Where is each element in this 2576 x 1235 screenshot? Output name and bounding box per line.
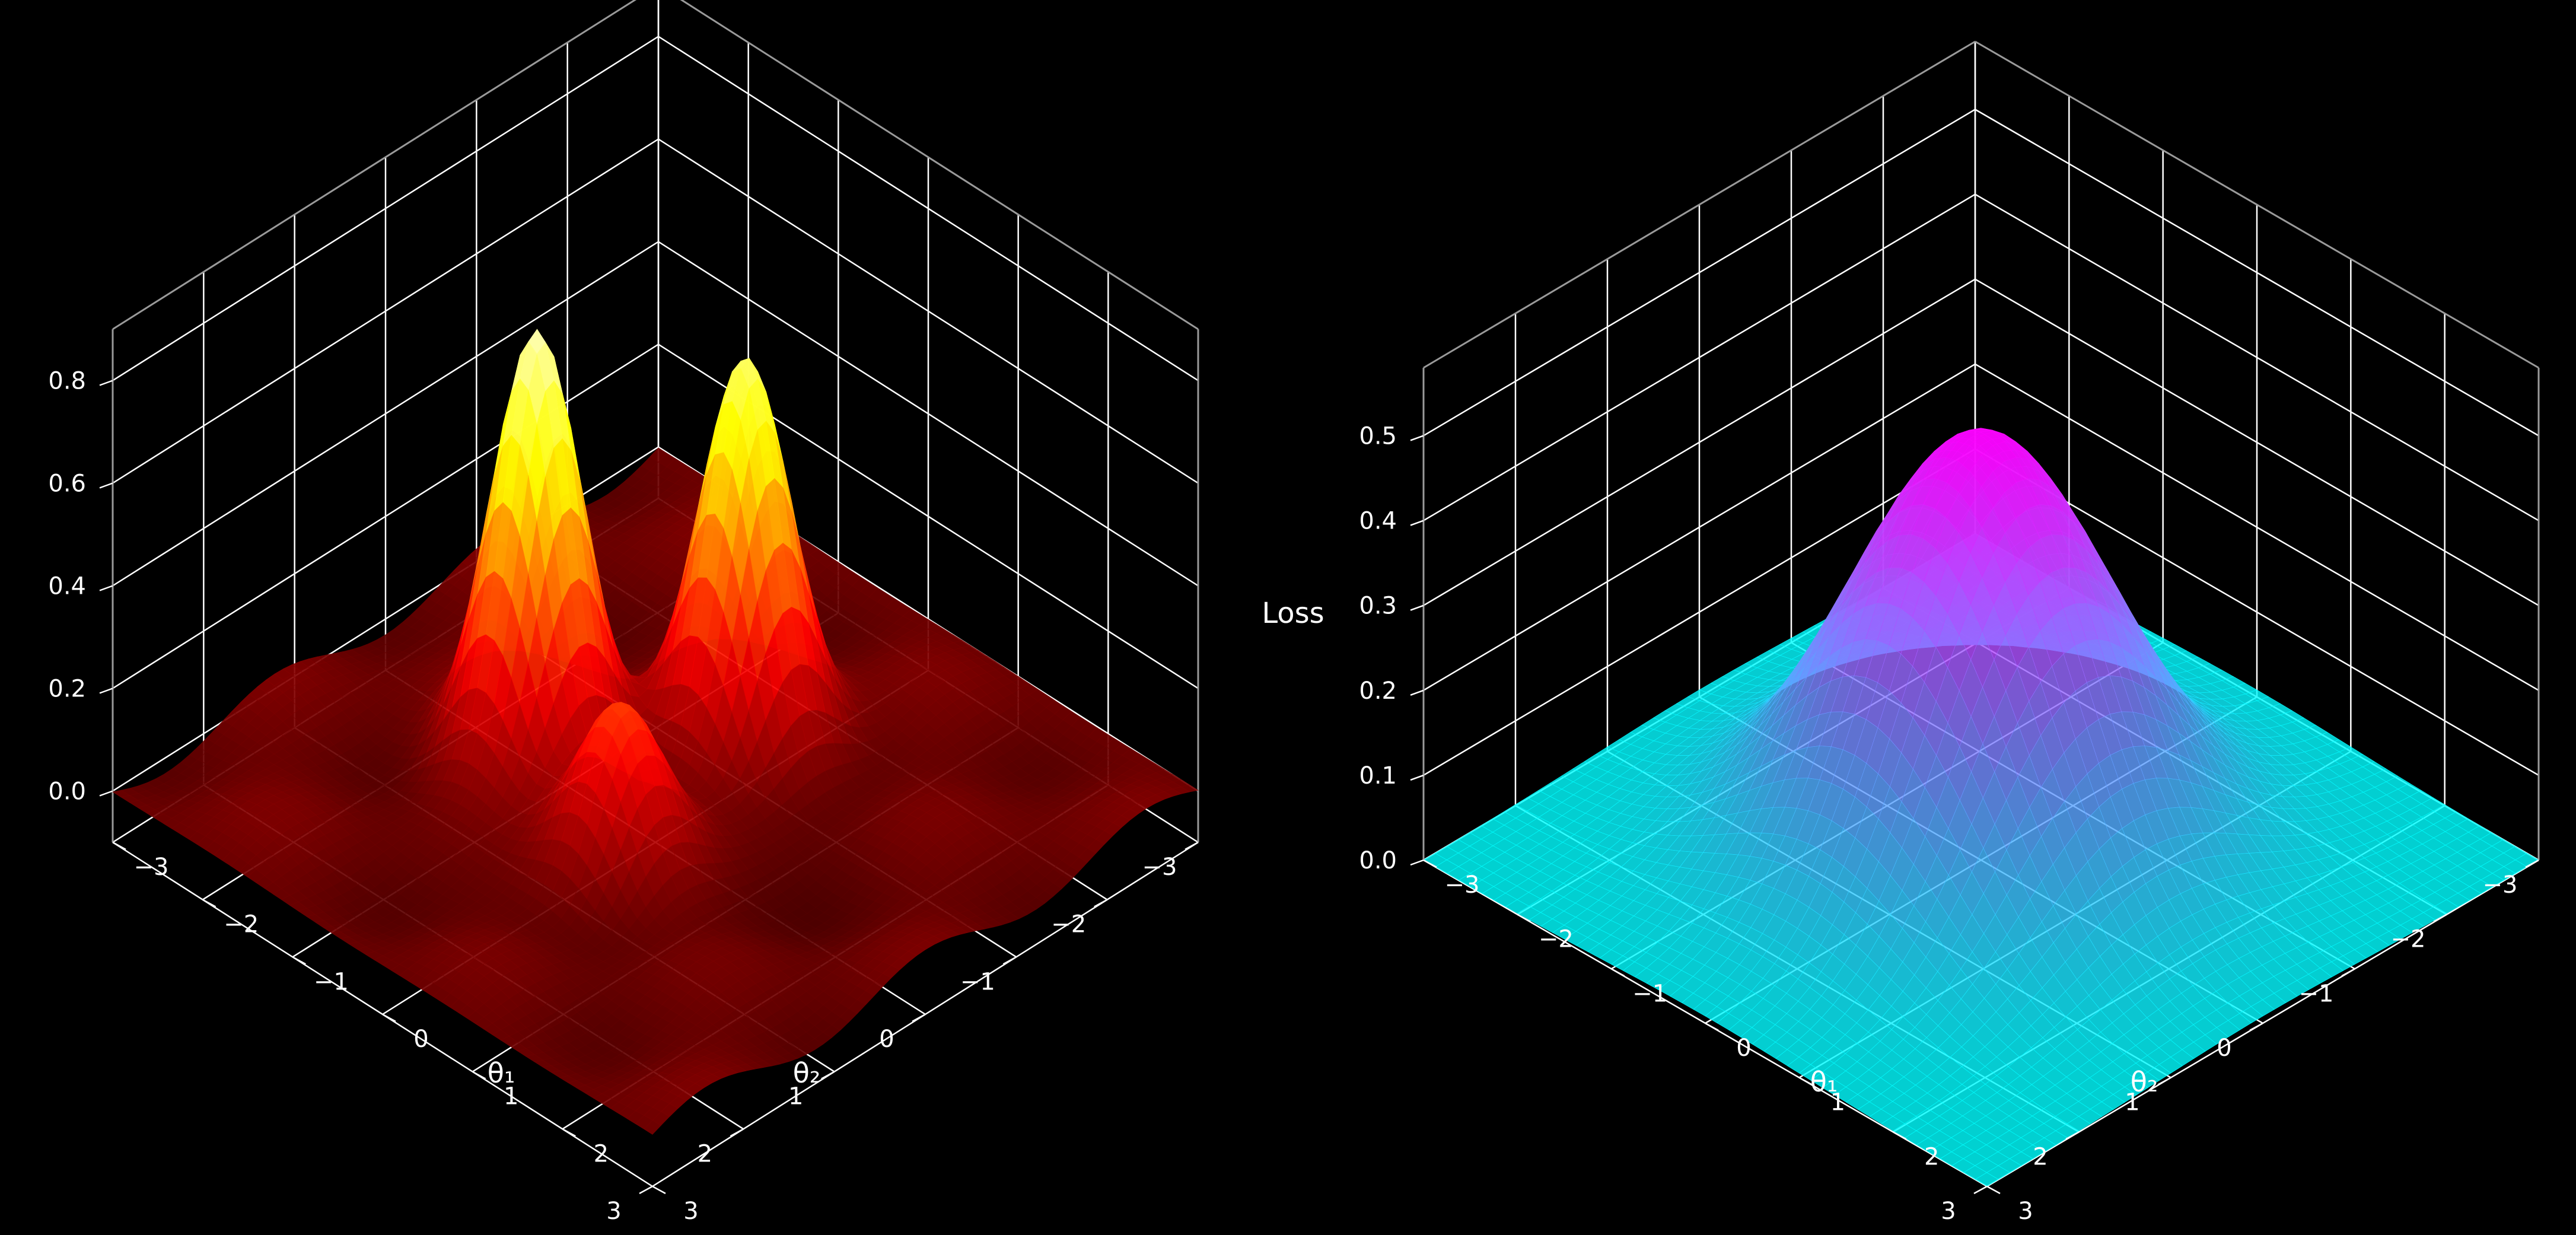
y-tick-mark — [912, 1013, 926, 1023]
y-tick-label: 0 — [879, 1026, 894, 1053]
wall-gridline — [658, 241, 1199, 587]
z-tick-label: 0.4 — [48, 573, 86, 600]
wall-gridline — [112, 138, 659, 484]
z-tick-mark — [99, 790, 113, 797]
y-tick-mark — [1002, 956, 1017, 965]
x-tick-mark — [112, 841, 126, 851]
x-tick-mark — [382, 1013, 396, 1023]
z-tick-label: 0.8 — [48, 368, 86, 395]
y-tick-label: 3 — [606, 1198, 621, 1225]
z-tick-mark — [99, 585, 113, 591]
x-tick-mark — [562, 1128, 576, 1137]
z-tick-label: 0.2 — [48, 676, 86, 703]
wall-gridline — [658, 138, 1199, 484]
wall-gridline — [112, 36, 659, 381]
y-tick-label: −2 — [1051, 911, 1086, 938]
pane-edge — [680, 0, 1199, 330]
z-tick-label: 0.0 — [48, 778, 86, 806]
y-tick-mark — [821, 1071, 835, 1080]
wall-gridline — [112, 343, 659, 689]
x-tick-label: −2 — [224, 911, 259, 938]
y-tick-label: −1 — [960, 968, 995, 995]
surface — [1423, 428, 2539, 1187]
wall-gridline — [658, 36, 1199, 381]
x-tick-label: −3 — [134, 854, 169, 881]
y-axis-label: θ₂ — [793, 1057, 821, 1089]
wall-gridline — [112, 241, 659, 587]
y-tick-label: −3 — [1142, 854, 1177, 881]
z-tick-mark — [99, 380, 113, 386]
z-tick-mark — [99, 482, 113, 489]
z-tick-label: 0.6 — [48, 470, 86, 498]
x-axis-label: θ₁ — [488, 1057, 515, 1089]
x-tick-label: −1 — [314, 968, 349, 995]
x-tick-label: 0 — [413, 1026, 428, 1053]
x-tick-mark — [292, 956, 306, 965]
z-tick-mark — [99, 687, 113, 694]
x-tick-mark — [652, 1185, 666, 1195]
pane-edge — [112, 0, 637, 330]
surface-plot-right: −3−2−10123−3−2−101230.00.10.20.30.40.5θ₁… — [1262, 40, 2540, 1225]
y-tick-mark — [639, 1185, 653, 1195]
x-tick-label: 2 — [594, 1140, 609, 1167]
y-tick-mark — [1184, 841, 1199, 851]
x-tick-label: 3 — [683, 1198, 698, 1225]
x-tick-mark — [202, 899, 216, 908]
y-tick-mark — [730, 1128, 744, 1137]
surface — [112, 329, 1199, 1135]
y-tick-mark — [1094, 899, 1108, 908]
x-tick-mark — [472, 1071, 486, 1080]
y-tick-label: 2 — [698, 1140, 712, 1167]
